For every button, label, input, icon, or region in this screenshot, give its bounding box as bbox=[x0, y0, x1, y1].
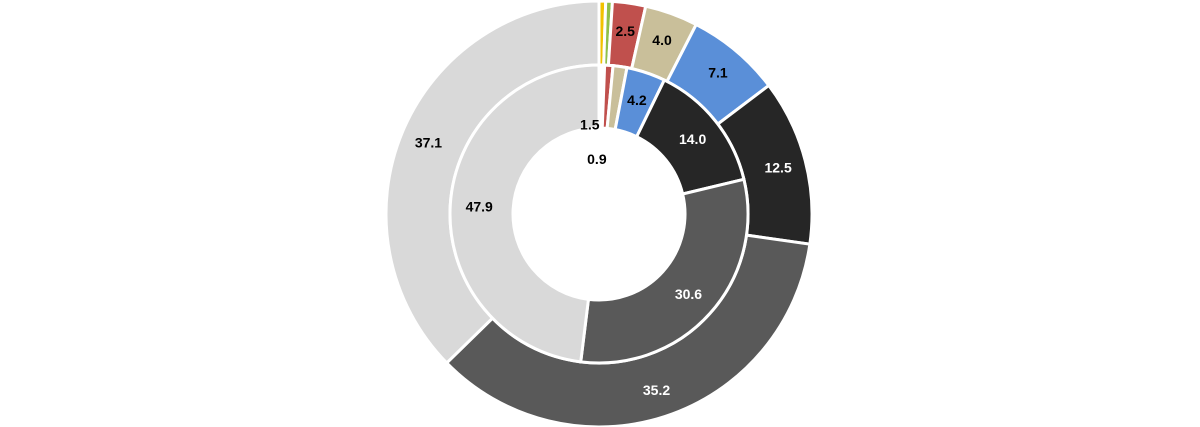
outer-ring-data-label: 37.1 bbox=[415, 134, 442, 150]
inner-ring-slice bbox=[448, 63, 601, 364]
inner-ring-data-label: 0.9 bbox=[587, 151, 607, 167]
inner-ring-data-label: 1.5 bbox=[580, 116, 600, 132]
outer-ring-data-label: 7.1 bbox=[708, 64, 728, 80]
outer-ring-data-label: 35.2 bbox=[643, 382, 670, 398]
outer-ring-data-label: 12.5 bbox=[764, 160, 791, 176]
inner-ring-data-label: 47.9 bbox=[466, 199, 493, 215]
outer-ring-data-label: 4.0 bbox=[652, 32, 672, 48]
inner-ring-data-label: 4.2 bbox=[627, 92, 647, 108]
outer-ring-data-label: 2.5 bbox=[615, 23, 635, 39]
inner-ring-data-label: 14.0 bbox=[679, 131, 706, 147]
inner-ring-slice bbox=[579, 177, 750, 365]
inner-ring-data-label: 30.6 bbox=[675, 286, 702, 302]
